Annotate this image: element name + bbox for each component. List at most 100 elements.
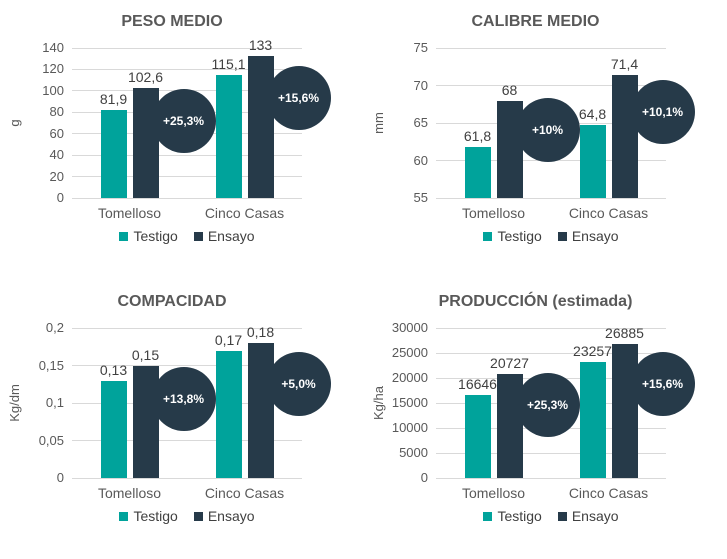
bar-testigo-1 — [579, 361, 606, 478]
bar-value-label: 71,4 — [610, 56, 639, 72]
legend-swatch — [483, 231, 493, 241]
gridline — [72, 47, 302, 49]
y-tick-label: 120 — [42, 61, 64, 77]
legend: Testigo Ensayo — [416, 508, 686, 524]
bar-ensayo-0 — [132, 365, 159, 478]
gridline — [436, 47, 666, 49]
y-tick-label: 75 — [413, 40, 428, 55]
gridline — [72, 68, 302, 70]
bar-testigo-1 — [215, 74, 242, 198]
x-category-label: Tomelloso — [461, 205, 526, 221]
gridline — [72, 176, 302, 178]
chart-title: COMPACIDAD — [117, 293, 227, 310]
gridline — [72, 197, 302, 199]
x-category-label: Tomelloso — [461, 485, 526, 501]
gridline — [436, 477, 666, 479]
legend-item-testigo: Testigo — [483, 508, 542, 524]
increase-badge-label: +15,6% — [641, 376, 684, 391]
increase-badge-label: +10% — [531, 122, 564, 137]
x-category-label: Tomelloso — [97, 205, 162, 221]
bar-ensayo-1 — [247, 343, 274, 478]
legend-swatch — [119, 231, 129, 241]
y-tick-label: 0,1 — [45, 395, 64, 410]
legend-swatch — [557, 511, 567, 521]
increase-badge — [515, 373, 580, 438]
y-tick-label: 0 — [56, 470, 64, 485]
legend-label: Testigo — [133, 508, 178, 524]
increase-badge — [515, 97, 580, 162]
legend-swatch — [119, 511, 129, 521]
legend-swatch — [483, 511, 493, 521]
x-category-label: Cinco Casas — [568, 485, 649, 501]
chart-calibre-medio: CALIBRE MEDIO mm 75 70 65 60 55 +10% +10,1% 61,… — [364, 0, 727, 280]
legend-label: Ensayo — [207, 508, 255, 524]
legend-item-ensayo: Ensayo — [193, 508, 255, 524]
y-tick-label: 20 — [49, 168, 64, 184]
increase-badge — [630, 351, 695, 416]
legend-item-ensayo: Ensayo — [193, 228, 255, 244]
bar-ensayo-1 — [247, 55, 274, 198]
bar-testigo-0 — [464, 394, 491, 478]
bar-value-label: 102,6 — [127, 69, 164, 86]
y-tick-label: 10000 — [391, 420, 428, 435]
y-tick-label: 140 — [42, 40, 64, 55]
bar-value-label: 26885 — [605, 324, 644, 341]
y-tick-label: 15000 — [391, 395, 428, 410]
bar-value-label: 0,18 — [246, 324, 275, 340]
bar-value-label: 16646 — [458, 375, 497, 392]
bar-value-label: 68 — [501, 81, 518, 98]
bar-value-label: 23257 — [573, 342, 612, 359]
bar-ensayo-0 — [496, 100, 523, 198]
y-tick-label: 65 — [413, 115, 428, 130]
bar-value-label: 115,1 — [211, 55, 246, 72]
y-tick-label: 0,05 — [38, 432, 64, 448]
bar-testigo-1 — [215, 350, 242, 478]
bar-value-label: 61,8 — [463, 128, 492, 144]
gridline — [72, 477, 302, 479]
y-tick-label: 5000 — [399, 445, 428, 460]
chart-peso-medio: PESO MEDIO g 140 120 100 80 60 40 20 0 +25,3% +15… — [0, 0, 364, 280]
plot-area: 0,2 0,15 0,1 0,05 0 +13,8% +5,0% 0,13 0,17 0,15 0,… — [39, 320, 331, 524]
increase-badge — [151, 367, 216, 432]
bar-value-label: 20727 — [490, 355, 529, 372]
increase-badge-label: +13,8% — [162, 392, 205, 407]
increase-badge — [630, 79, 695, 144]
gridline — [436, 197, 666, 199]
x-category-label: Cinco Casas — [568, 205, 649, 221]
x-category-label: Cinco Casas — [204, 485, 285, 501]
legend-label: Ensayo — [571, 508, 619, 524]
increase-badge — [151, 89, 216, 154]
plot-area: 140 120 100 80 60 40 20 0 +25,3% +15,6% 81,9 115,1 1… — [42, 37, 331, 244]
increase-badge — [266, 351, 331, 416]
increase-badge-label: +5,0% — [281, 376, 316, 391]
y-tick-label: 30000 — [391, 320, 428, 335]
legend: Testigo Ensayo — [416, 228, 686, 244]
gridline — [436, 352, 666, 354]
y-tick-label: 55 — [413, 190, 428, 205]
gridline — [436, 327, 666, 329]
chart-title: PRODUCCIÓN (estimada) — [438, 293, 633, 310]
plot-area: 30000 25000 20000 15000 10000 5000 0 +25,3% +15,… — [392, 320, 695, 524]
y-tick-label: 60 — [49, 125, 64, 141]
legend-label: Testigo — [497, 508, 542, 524]
bar-value-label: 0,13 — [99, 361, 128, 378]
y-tick-label: 0 — [56, 190, 64, 205]
x-category-label: Tomelloso — [97, 485, 162, 501]
bar-value-label: 133 — [248, 36, 273, 53]
bar-ensayo-0 — [496, 374, 523, 478]
legend-label: Testigo — [497, 228, 542, 244]
legend-swatch — [557, 231, 567, 241]
increase-badge-label: +10,1% — [641, 104, 684, 119]
bar-testigo-0 — [100, 110, 127, 198]
gridline — [72, 440, 302, 441]
chart-produccion-estimada: PRODUCCIÓN (estimada) Kg/ha 30000 25000 20… — [364, 280, 727, 559]
y-tick-label: 0,2 — [45, 320, 64, 335]
increase-badge-label: +25,3% — [162, 114, 205, 129]
chart-compacidad: COMPACIDAD Kg/dm 0,2 0,15 0,1 0,05 0 +13,8% +5… — [0, 280, 364, 559]
plot-area: 75 70 65 60 55 +10% +10,1% 61,8 64,8 68 71,4 Tomell… — [414, 40, 695, 244]
y-tick-label: 20000 — [391, 370, 428, 385]
bar-value-label: 64,8 — [578, 105, 607, 122]
legend-item-testigo: Testigo — [119, 508, 178, 524]
gridline — [72, 154, 302, 156]
bar-testigo-1 — [579, 124, 606, 198]
